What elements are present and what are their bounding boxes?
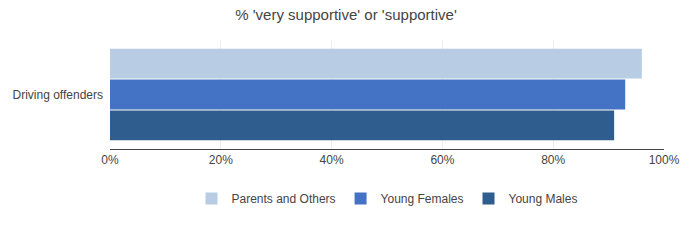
- svg-text:60%: 60%: [430, 153, 454, 167]
- svg-text:% 'very supportive' or 'suppor: % 'very supportive' or 'supportive': [235, 6, 457, 23]
- svg-text:Young Females: Young Females: [381, 192, 464, 206]
- svg-text:80%: 80%: [541, 153, 565, 167]
- svg-text:Young Males: Young Males: [509, 192, 578, 206]
- svg-text:0%: 0%: [101, 153, 119, 167]
- svg-text:100%: 100%: [649, 153, 680, 167]
- svg-text:20%: 20%: [209, 153, 233, 167]
- svg-text:40%: 40%: [320, 153, 344, 167]
- svg-text:Parents and Others: Parents and Others: [232, 192, 336, 206]
- svg-text:Driving offenders: Driving offenders: [13, 88, 104, 102]
